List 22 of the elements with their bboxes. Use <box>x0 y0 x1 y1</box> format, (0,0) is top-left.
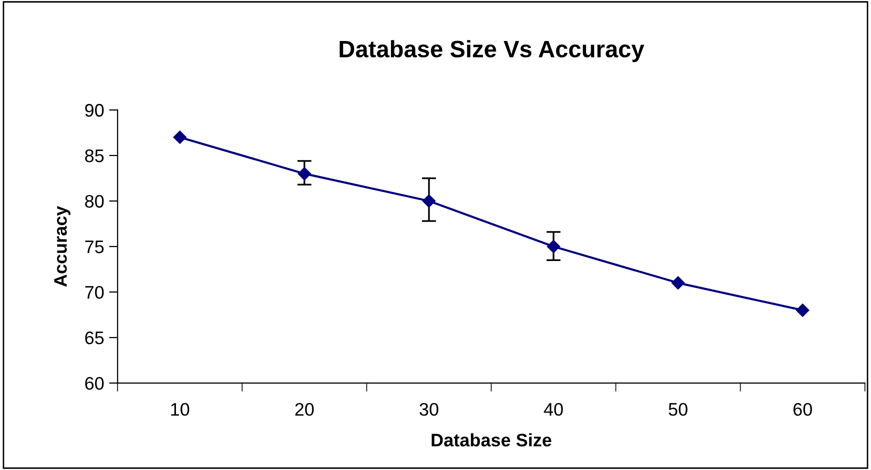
y-tick-label: 80 <box>85 194 104 208</box>
y-tick-label: 65 <box>85 331 104 344</box>
x-tick-label: 60 <box>794 402 812 416</box>
x-tick-label: 50 <box>668 402 688 416</box>
point <box>546 240 560 254</box>
x-axis-title: Database Size <box>432 433 552 446</box>
x-tick-label: 20 <box>295 402 314 416</box>
y-tick-label: 85 <box>85 149 104 162</box>
y-tick-label: 75 <box>85 240 104 254</box>
point <box>671 276 685 290</box>
x-tick-label: 30 <box>420 402 438 416</box>
y-tick-label: 90 <box>85 104 104 117</box>
point <box>298 167 311 180</box>
x-tick-label: 10 <box>171 402 190 416</box>
point <box>422 194 436 208</box>
y-tick-label: 60 <box>85 376 104 390</box>
y-axis-title: Accuracy <box>54 206 70 287</box>
y-tick-label: 70 <box>85 286 104 299</box>
point <box>796 304 810 317</box>
x-tick-label: 40 <box>544 402 563 416</box>
point <box>173 130 186 144</box>
chart-title: Database Size Vs Accuracy <box>340 40 644 62</box>
